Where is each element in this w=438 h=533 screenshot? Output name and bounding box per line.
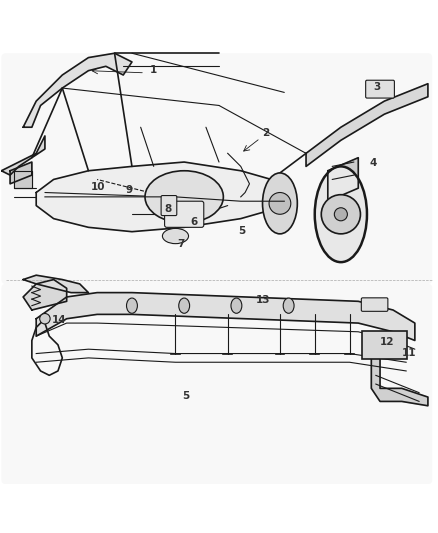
Polygon shape: [306, 84, 428, 166]
Text: 7: 7: [178, 239, 185, 249]
Text: 8: 8: [165, 204, 172, 214]
Polygon shape: [328, 158, 358, 201]
Polygon shape: [10, 162, 32, 184]
FancyBboxPatch shape: [1, 53, 432, 284]
Text: 5: 5: [182, 391, 189, 401]
Ellipse shape: [127, 298, 138, 313]
Ellipse shape: [179, 298, 190, 313]
Text: 12: 12: [380, 337, 395, 347]
Ellipse shape: [315, 166, 367, 262]
Circle shape: [321, 195, 360, 234]
Circle shape: [40, 313, 50, 324]
Text: 13: 13: [256, 295, 271, 305]
Ellipse shape: [231, 298, 242, 313]
Polygon shape: [14, 171, 32, 188]
Text: 6: 6: [191, 217, 198, 227]
Text: 14: 14: [51, 315, 66, 325]
Polygon shape: [23, 279, 67, 310]
Ellipse shape: [262, 173, 297, 234]
FancyBboxPatch shape: [362, 331, 407, 359]
Polygon shape: [36, 162, 284, 232]
FancyBboxPatch shape: [1, 284, 432, 484]
FancyBboxPatch shape: [161, 196, 177, 215]
Text: 9: 9: [125, 184, 133, 195]
Text: 3: 3: [374, 82, 381, 92]
Polygon shape: [23, 53, 132, 127]
Polygon shape: [1, 136, 45, 175]
Text: 10: 10: [91, 182, 105, 192]
FancyBboxPatch shape: [165, 201, 204, 228]
Text: 2: 2: [262, 128, 270, 138]
FancyBboxPatch shape: [361, 298, 388, 311]
Ellipse shape: [145, 171, 223, 223]
Polygon shape: [23, 275, 88, 293]
Text: 4: 4: [369, 158, 377, 168]
Polygon shape: [371, 358, 428, 406]
Text: 11: 11: [402, 348, 416, 358]
Ellipse shape: [162, 229, 188, 244]
Circle shape: [269, 192, 291, 214]
FancyBboxPatch shape: [366, 80, 394, 98]
Circle shape: [334, 208, 347, 221]
Text: 5: 5: [239, 226, 246, 236]
Ellipse shape: [283, 298, 294, 313]
Polygon shape: [36, 293, 415, 341]
Text: 1: 1: [149, 65, 157, 75]
